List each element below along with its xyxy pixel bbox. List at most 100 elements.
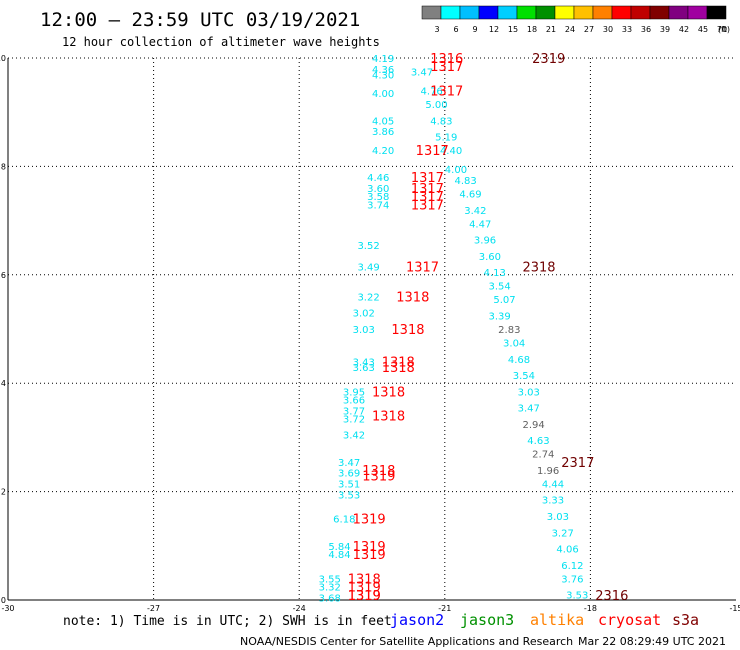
chart-subtitle: 12 hour collection of altimeter wave hei… bbox=[62, 35, 380, 49]
colorbar-label: 39 bbox=[660, 25, 670, 34]
data-point: 3.47 bbox=[518, 404, 540, 415]
data-point: 5.19 bbox=[435, 133, 457, 144]
data-point: 6.18 bbox=[333, 515, 355, 526]
colorbar-swatch bbox=[440, 5, 461, 20]
x-tick-label: -24 bbox=[293, 604, 306, 613]
data-point: 3.53 bbox=[566, 591, 588, 602]
data-point: 6.12 bbox=[561, 561, 583, 572]
colorbar-label: 45 bbox=[698, 25, 708, 34]
data-point: 3.22 bbox=[357, 292, 379, 303]
colorbar-swatch bbox=[706, 5, 727, 20]
pass-label: 1319 bbox=[348, 580, 381, 595]
x-tick-label: -30 bbox=[1, 604, 14, 613]
data-point: 3.96 bbox=[474, 236, 496, 247]
y-tick-label: 6 bbox=[1, 271, 6, 280]
data-points: 4.194.364.304.004.053.864.204.463.603.58… bbox=[319, 54, 589, 604]
pass-label: 1319 bbox=[348, 589, 381, 604]
pass-label: 1317 bbox=[411, 182, 444, 197]
data-point: 3.63 bbox=[353, 363, 375, 374]
data-point: 3.66 bbox=[343, 395, 365, 406]
data-point: 4.69 bbox=[459, 190, 481, 201]
satellite-legend: jason2 jason3 altika cryosat s3a bbox=[390, 611, 699, 629]
data-point: 3.43 bbox=[353, 358, 375, 369]
legend-item-jason3: jason3 bbox=[460, 611, 514, 629]
legend-item-s3a: s3a bbox=[672, 611, 699, 629]
footer-credit: NOAA/NESDIS Center for Satellite Applica… bbox=[240, 635, 573, 648]
pass-label: 1319 bbox=[362, 469, 395, 484]
pass-label: 1319 bbox=[353, 540, 386, 555]
data-point: 4.20 bbox=[372, 146, 394, 157]
pass-label: 1318 bbox=[372, 410, 405, 425]
data-point: 2.94 bbox=[522, 420, 544, 431]
pass-label: 1317 bbox=[406, 261, 439, 276]
data-point: 4.83 bbox=[430, 116, 452, 127]
y-tick-label: 2 bbox=[1, 488, 6, 497]
axis-ticks: -30 -27 -24 -21 -18 -15 0 2 4 6 8 10 bbox=[0, 54, 740, 613]
data-point: 3.27 bbox=[552, 528, 574, 539]
colorbar-swatch bbox=[573, 5, 594, 20]
pass-label: 1318 bbox=[382, 356, 415, 371]
pass-label: 1317 bbox=[411, 198, 444, 213]
data-point: 3.52 bbox=[357, 241, 379, 252]
pass-label: 1319 bbox=[353, 513, 386, 528]
colorbar-label: 21 bbox=[546, 25, 556, 34]
data-point: 3.68 bbox=[319, 593, 341, 604]
pass-label: 2319 bbox=[532, 52, 565, 67]
data-point: 3.39 bbox=[488, 311, 510, 322]
data-point: 1.96 bbox=[537, 466, 559, 477]
data-point: 3.47 bbox=[338, 458, 360, 469]
data-point: 3.42 bbox=[343, 431, 365, 442]
pass-label: 1317 bbox=[430, 85, 463, 100]
legend-item-jason2: jason2 bbox=[390, 611, 444, 629]
data-point: 3.47 bbox=[411, 68, 433, 79]
data-point: 4.83 bbox=[455, 176, 477, 187]
colorbar-swatch bbox=[554, 5, 575, 20]
y-tick-label: 4 bbox=[1, 379, 6, 388]
legend-item-altika: altika bbox=[530, 611, 584, 629]
colorbar-swatch bbox=[535, 5, 556, 20]
data-point: 3.03 bbox=[547, 512, 569, 523]
x-tick-label: -27 bbox=[147, 604, 160, 613]
colorbar-label: 70 bbox=[717, 25, 727, 34]
data-point: 4.30 bbox=[372, 70, 394, 81]
colorbar-swatch bbox=[478, 5, 499, 20]
y-tick-label: 10 bbox=[0, 54, 6, 63]
footer-note: note: 1) Time is in UTC; 2) SWH is in fe… bbox=[63, 614, 392, 629]
data-point: 4.44 bbox=[542, 479, 564, 490]
data-point: 3.53 bbox=[338, 490, 360, 501]
colorbar-swatch bbox=[668, 5, 689, 20]
pass-label: 1318 bbox=[396, 290, 429, 305]
pass-label: 2316 bbox=[595, 589, 628, 604]
data-point: 3.55 bbox=[319, 574, 341, 585]
pass-label: 1318 bbox=[372, 385, 405, 400]
colorbar-label: 6 bbox=[453, 25, 458, 34]
plot-grid bbox=[7, 57, 736, 601]
colorbar-swatch bbox=[592, 5, 613, 20]
colorbar-swatch bbox=[649, 5, 670, 20]
data-point: 3.74 bbox=[367, 200, 389, 211]
colorbar-swatch bbox=[611, 5, 632, 20]
data-point: 3.03 bbox=[518, 387, 540, 398]
data-point: 3.95 bbox=[343, 387, 365, 398]
pass-label: 1319 bbox=[353, 548, 386, 563]
pass-label: 2317 bbox=[561, 456, 594, 471]
data-point: 4.36 bbox=[372, 65, 394, 76]
colorbar-label: 12 bbox=[489, 25, 499, 34]
data-point: 5.00 bbox=[425, 100, 447, 111]
colorbar-label: 33 bbox=[622, 25, 632, 34]
data-point: 4.05 bbox=[372, 116, 394, 127]
pass-label: 2318 bbox=[522, 261, 555, 276]
data-point: 4.19 bbox=[372, 54, 394, 65]
x-tick-label: -21 bbox=[438, 604, 451, 613]
data-point: 3.49 bbox=[357, 263, 379, 274]
data-point: 3.60 bbox=[479, 252, 501, 263]
colorbar-label: 36 bbox=[641, 25, 651, 34]
data-point: 3.32 bbox=[319, 582, 341, 593]
data-point: 3.33 bbox=[542, 496, 564, 507]
data-point: 3.58 bbox=[367, 192, 389, 203]
data-point: 3.60 bbox=[367, 184, 389, 195]
data-point: 3.76 bbox=[561, 574, 583, 585]
pass-label: 1318 bbox=[362, 464, 395, 479]
data-point: 4.68 bbox=[508, 355, 530, 366]
colorbar-swatch bbox=[687, 5, 708, 20]
